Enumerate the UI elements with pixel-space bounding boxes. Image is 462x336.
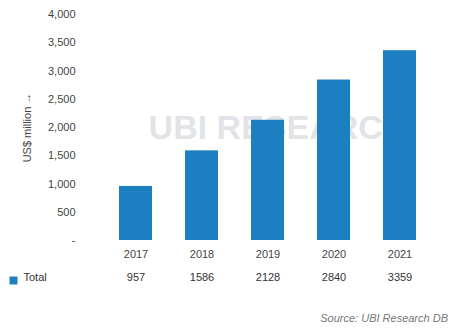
svg-text:2017: 2017 xyxy=(124,248,148,260)
svg-text:-: - xyxy=(72,234,76,246)
svg-text:2019: 2019 xyxy=(256,248,280,260)
svg-text:957: 957 xyxy=(127,271,145,283)
svg-text:2128: 2128 xyxy=(256,271,280,283)
svg-text:500: 500 xyxy=(57,206,75,218)
svg-text:2840: 2840 xyxy=(322,271,346,283)
svg-text:2021: 2021 xyxy=(388,248,412,260)
svg-text:2,000: 2,000 xyxy=(48,121,76,133)
svg-text:1586: 1586 xyxy=(190,271,214,283)
svg-text:2,500: 2,500 xyxy=(48,93,76,105)
svg-text:2018: 2018 xyxy=(190,248,214,260)
svg-text:3,500: 3,500 xyxy=(48,36,76,48)
svg-text:2020: 2020 xyxy=(322,248,346,260)
svg-text:US$ million →: US$ million → xyxy=(21,93,33,163)
svg-text:4,000: 4,000 xyxy=(48,8,76,20)
svg-text:1,500: 1,500 xyxy=(48,149,76,161)
html-text:Source: UBI Research DB: Source: UBI Research DB xyxy=(320,312,448,324)
svg-text:UBI RESEARCH: UBI RESEARCH xyxy=(148,107,408,146)
svg-text:3,000: 3,000 xyxy=(48,65,76,77)
svg-text:3359: 3359 xyxy=(388,271,412,283)
svg-text:Total: Total xyxy=(24,271,47,283)
svg-text:1,000: 1,000 xyxy=(48,178,76,190)
